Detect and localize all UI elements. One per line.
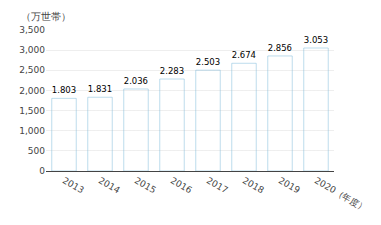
svg-text:1.803: 1.803 [52,85,76,95]
svg-text:2.036: 2.036 [124,76,148,86]
svg-text:2014: 2014 [97,175,122,195]
svg-text:2018: 2018 [241,175,266,195]
svg-text:2,500: 2,500 [19,65,45,75]
svg-text:500: 500 [28,146,45,156]
svg-text:2020（年度）: 2020（年度） [313,175,369,213]
svg-text:2013: 2013 [61,175,86,195]
svg-text:1,500: 1,500 [19,106,45,116]
svg-text:2.503: 2.503 [196,57,220,67]
svg-text:2.283: 2.283 [160,66,184,76]
svg-text:2019: 2019 [277,175,302,195]
svg-text:2015: 2015 [133,175,158,195]
svg-text:3.053: 3.053 [304,35,328,45]
svg-text:3,000: 3,000 [19,45,45,55]
svg-text:1,000: 1,000 [19,126,45,136]
svg-text:（万世帯）: （万世帯） [21,11,71,22]
svg-text:2017: 2017 [205,175,230,195]
svg-text:1.831: 1.831 [88,84,112,94]
svg-text:3,500: 3,500 [19,25,45,35]
svg-text:2.674: 2.674 [232,50,256,60]
svg-text:0: 0 [39,166,45,176]
svg-text:2.856: 2.856 [268,43,292,53]
svg-text:2,000: 2,000 [19,86,45,96]
svg-text:2016: 2016 [169,175,194,195]
